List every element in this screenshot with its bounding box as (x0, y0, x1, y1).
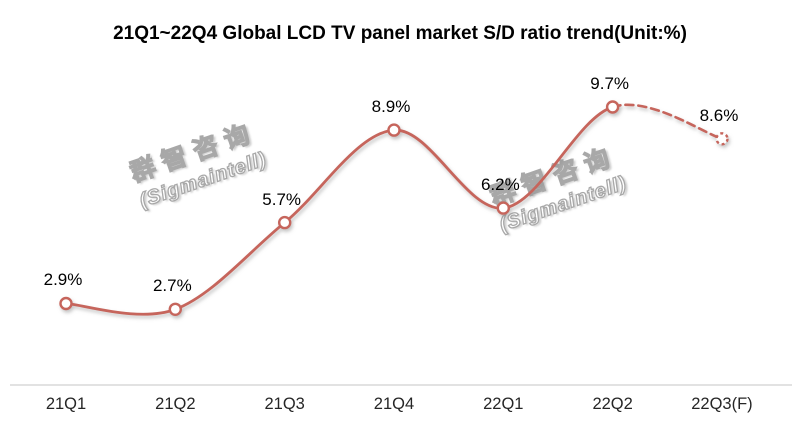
data-label: 9.7% (590, 73, 630, 93)
x-axis-label: 21Q3 (264, 395, 305, 413)
data-label: 8.9% (371, 97, 411, 117)
x-axis-label: 21Q2 (155, 395, 196, 413)
x-axis-label: 21Q1 (45, 395, 87, 413)
data-label: 8.6% (699, 105, 739, 125)
x-axis-label: 22Q2 (592, 395, 633, 413)
trend-line-forecast-dashed (611, 103, 724, 141)
series-group (59, 100, 729, 316)
data-point-marker (278, 215, 292, 230)
data-label: 2.7% (152, 276, 192, 296)
chart-title: 21Q1~22Q4 Global LCD TV panel market S/D… (113, 23, 687, 44)
data-label: 6.2% (480, 175, 520, 195)
trend-line-solid (65, 105, 614, 316)
x-axis-label: 22Q1 (483, 395, 524, 413)
data-point-marker (496, 201, 510, 215)
data-point-marker (168, 302, 183, 316)
data-point-marker (605, 100, 620, 114)
data-point-marker (715, 132, 729, 146)
x-axis-label: 21Q4 (373, 395, 415, 413)
x-axis-label: 22Q3(F) (691, 395, 753, 413)
data-point-marker (387, 123, 401, 137)
data-point-marker (59, 296, 73, 311)
data-label: 5.7% (262, 189, 302, 209)
data-label: 2.9% (43, 270, 83, 290)
